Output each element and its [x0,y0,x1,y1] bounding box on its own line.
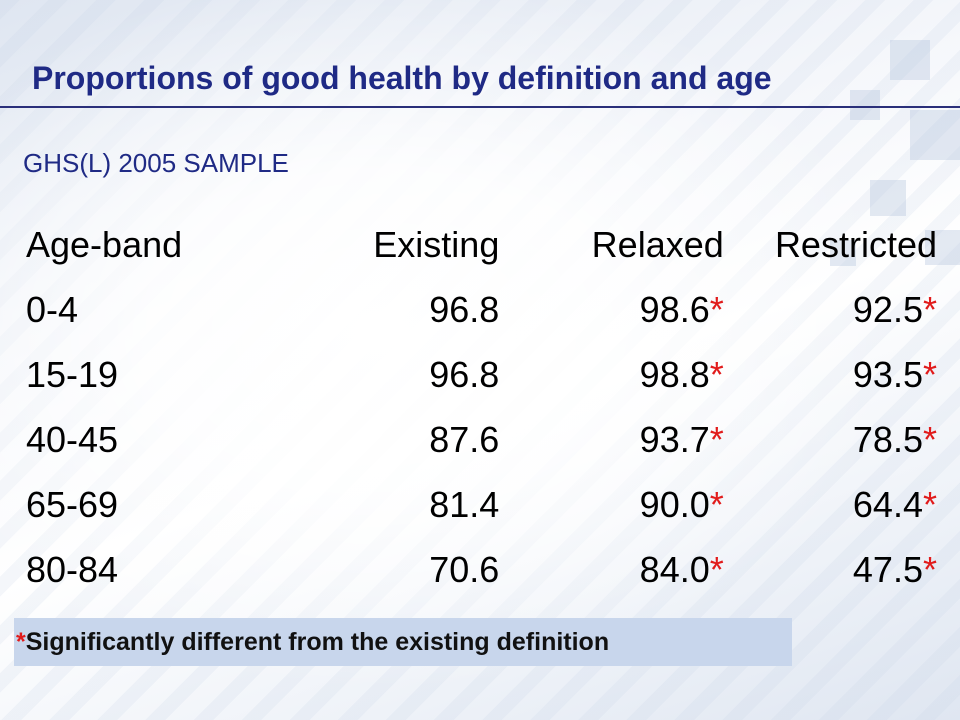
relaxed-cell: 90.0* [511,472,735,537]
significance-marker: * [709,548,724,590]
significance-marker: * [709,353,724,395]
restricted-value: 64.4 [852,483,923,525]
significance-marker: * [922,548,937,590]
restricted-value: 93.5 [852,353,923,395]
restricted-cell: 78.5* [736,407,949,472]
table-row: 0-4 96.8 98.6* 92.5* [14,277,949,342]
table-header-row: Age-band Existing Relaxed Restricted [14,212,949,277]
significance-marker: * [922,353,937,395]
age-band-cell: 65-69 [26,483,119,525]
health-proportions-table: Age-band Existing Relaxed Restricted 0-4… [14,212,949,602]
relaxed-value: 90.0 [639,483,710,525]
restricted-value: 47.5 [852,548,923,590]
relaxed-cell: 84.0* [511,537,735,602]
relaxed-value: 98.6 [639,288,710,330]
slide-title: Proportions of good health by definition… [32,60,772,96]
header-restricted: Restricted [774,223,937,265]
footnote-text: Significantly different from the existin… [25,628,610,656]
significance-marker: * [709,418,724,460]
significance-marker: * [922,288,937,330]
header-age-band: Age-band [26,223,183,265]
significance-marker: * [709,288,724,330]
relaxed-value: 93.7 [639,418,710,460]
age-band-cell: 15-19 [26,353,119,395]
relaxed-cell: 98.8* [511,342,735,407]
significance-marker: * [922,418,937,460]
relaxed-cell: 93.7* [511,407,735,472]
header-relaxed: Relaxed [591,223,724,265]
existing-cell: 96.8 [429,288,500,330]
restricted-cell: 93.5* [736,342,949,407]
relaxed-cell: 98.6* [511,277,735,342]
restricted-cell: 64.4* [736,472,949,537]
existing-cell: 81.4 [429,483,500,525]
restricted-value: 78.5 [852,418,923,460]
table-row: 80-84 70.6 84.0* 47.5* [14,537,949,602]
table-row: 40-45 87.6 93.7* 78.5* [14,407,949,472]
header-existing: Existing [373,223,500,265]
decorative-squares [740,40,960,320]
existing-cell: 96.8 [429,353,500,395]
relaxed-value: 98.8 [639,353,710,395]
restricted-value: 92.5 [852,288,923,330]
age-band-cell: 40-45 [26,418,119,460]
restricted-cell: 92.5* [736,277,949,342]
age-band-cell: 80-84 [26,548,119,590]
existing-cell: 87.6 [429,418,500,460]
footnote: *Significantly different from the existi… [14,618,792,666]
relaxed-value: 84.0 [639,548,710,590]
age-band-cell: 0-4 [26,288,79,330]
sample-subtitle: GHS(L) 2005 SAMPLE [23,148,289,178]
significance-marker: * [922,483,937,525]
significance-marker: * [709,483,724,525]
existing-cell: 70.6 [429,548,500,590]
restricted-cell: 47.5* [736,537,949,602]
table-row: 65-69 81.4 90.0* 64.4* [14,472,949,537]
footnote-marker: * [16,628,26,656]
table-row: 15-19 96.8 98.8* 93.5* [14,342,949,407]
title-divider [0,106,960,108]
